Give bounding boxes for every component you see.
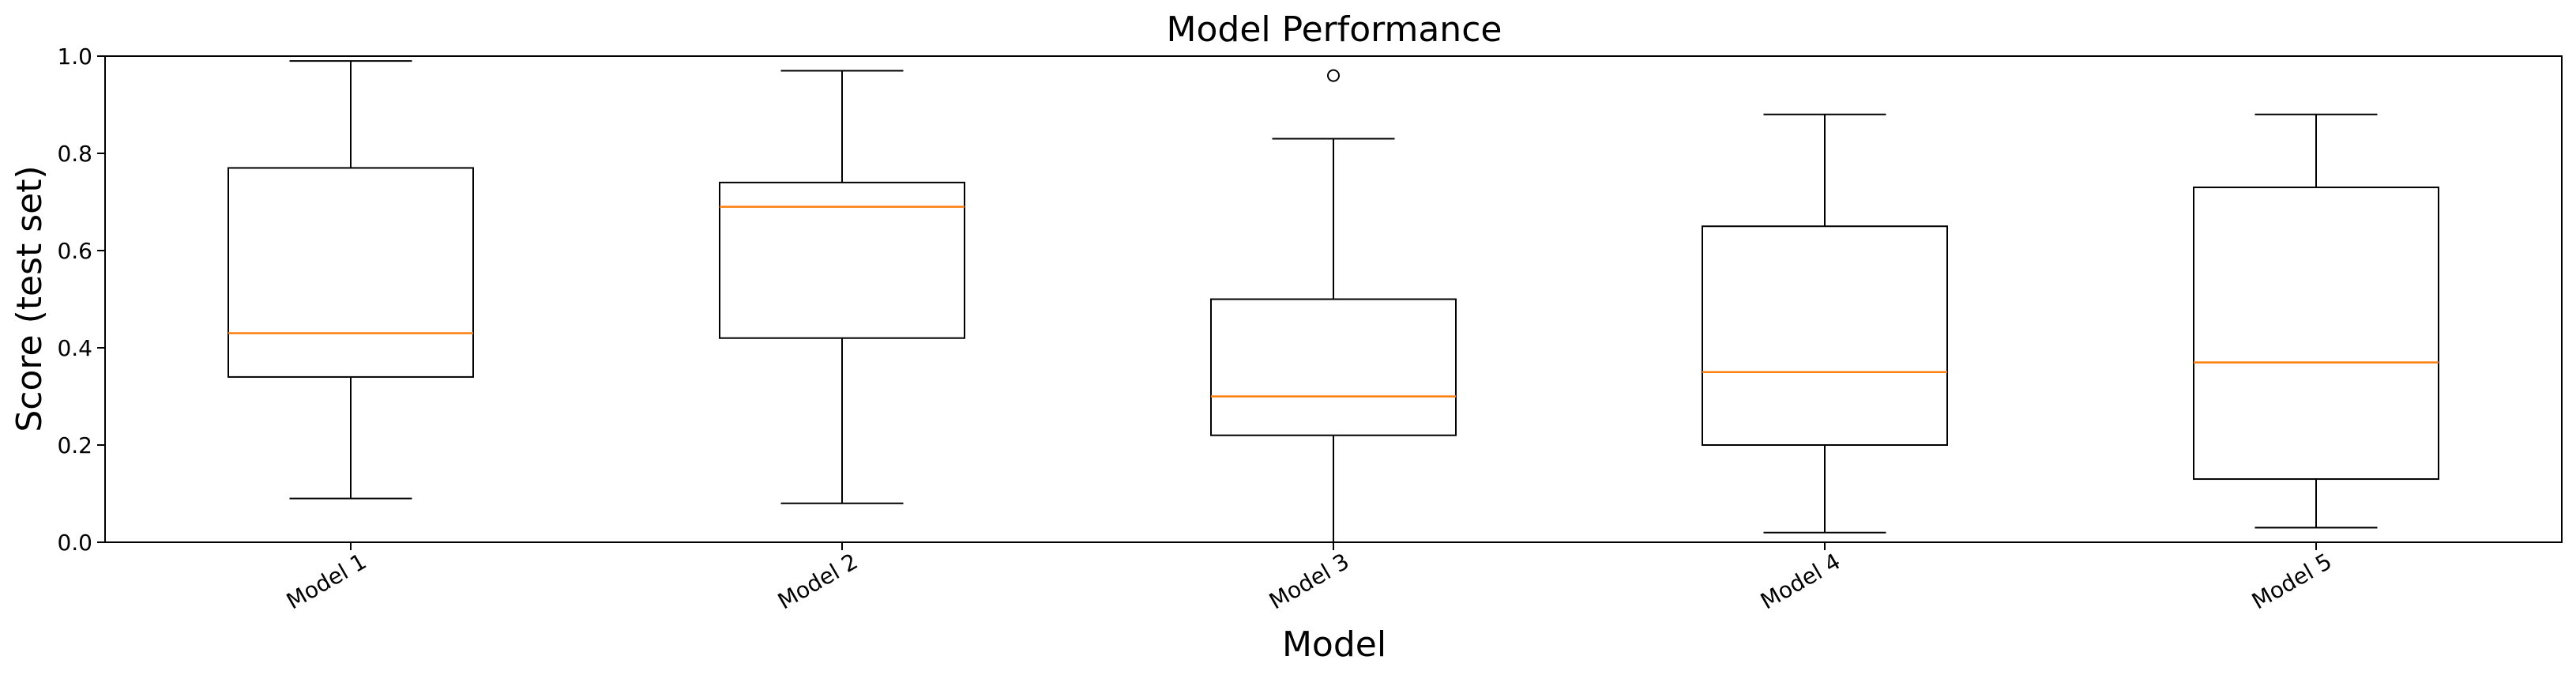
y-tick-label: 0.6 [57, 238, 92, 264]
x-tick-label: Model 2 [773, 548, 862, 614]
y-tick-label: 0.4 [57, 335, 92, 361]
y-tick-label: 0.0 [57, 530, 92, 556]
box-2 [719, 70, 965, 504]
box-4 [1702, 113, 1948, 534]
x-axis-label: Model [1282, 624, 1386, 665]
x-tick-label: Model 4 [1756, 548, 1845, 614]
y-tick-label: 1.0 [57, 43, 92, 70]
x-tick-label: Model 5 [2247, 548, 2336, 614]
chart-title: Model Performance [1167, 9, 1502, 50]
iqr-box [719, 181, 965, 339]
outlier-point [1327, 69, 1340, 82]
x-axis-ticks: Model 1 Model 2 Model 3 Model 4 Model 5 [282, 542, 2337, 614]
iqr-box [1702, 225, 1948, 446]
x-tick-label: Model 1 [282, 548, 370, 614]
y-tick-label: 0.8 [57, 141, 92, 167]
y-axis-label: Score (test set) [9, 165, 50, 432]
box-series [228, 60, 2439, 543]
iqr-box [2193, 187, 2439, 481]
box-3 [1210, 69, 1457, 543]
x-tick-label: Model 3 [1265, 548, 1353, 614]
iqr-box [1210, 298, 1457, 436]
y-tick-label: 0.2 [57, 432, 92, 458]
y-axis-ticks: 0.0 0.2 0.4 0.6 0.8 1.0 [57, 43, 105, 556]
box-5 [2193, 113, 2439, 529]
box-1 [228, 60, 474, 500]
iqr-box [228, 167, 474, 378]
